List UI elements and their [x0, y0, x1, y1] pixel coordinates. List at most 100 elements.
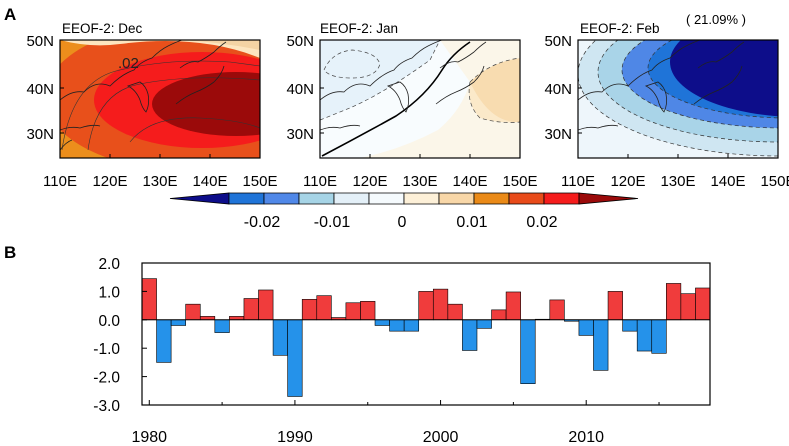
bar-1984 — [199, 316, 216, 321]
map-2-lon-tick: 150E — [760, 173, 789, 190]
map-jan-contour-lines — [320, 40, 520, 123]
y-tick-label: -3.0 — [93, 398, 120, 415]
bar-2011 — [593, 319, 609, 371]
bar-2004 — [491, 309, 507, 321]
colorbar-segment — [403, 192, 440, 205]
map-dec: EEOF-2: Dec .02 — [59, 21, 261, 159]
colorbar-segment — [438, 192, 475, 205]
map-2-lat-tick: 40N — [544, 81, 572, 98]
map-jan-coastline — [320, 40, 487, 131]
bar-1982 — [170, 319, 186, 326]
map-dec-contour-4 — [60, 40, 260, 58]
map-2-lon-tick: 140E — [710, 173, 745, 190]
map-2-lon-tick: 120E — [610, 173, 645, 190]
colorbar-segment — [473, 192, 510, 205]
map-feb-title: EEOF-2: Feb — [580, 21, 660, 36]
bar-1985 — [214, 319, 230, 333]
map-2-lat-tick: 30N — [544, 126, 572, 143]
colorbar-label: 0.02 — [526, 214, 557, 231]
bar-2012 — [607, 291, 623, 321]
map-2-lon-tick: 130E — [660, 173, 695, 190]
colorbar-segment — [169, 192, 230, 205]
map-0-lon-tick: 150E — [242, 173, 277, 190]
bar-2010 — [578, 319, 594, 336]
bar-2013 — [622, 319, 638, 332]
y-tick-label: -2.0 — [93, 370, 120, 387]
bar-2008 — [549, 299, 565, 321]
bar-1991 — [301, 299, 318, 321]
bar-2005 — [505, 291, 521, 321]
bar-1990 — [287, 319, 303, 397]
map-dec-title: EEOF-2: Dec — [62, 21, 143, 36]
map-feb-contour-lines — [578, 40, 778, 157]
map-1-lon-tick: 110E — [303, 173, 337, 190]
colorbar-segment — [543, 192, 580, 205]
y-tick-label: -1.0 — [93, 341, 120, 358]
colorbar-label: 0.01 — [456, 214, 487, 231]
bar-2016 — [666, 283, 682, 321]
map-dec-contour-5 — [180, 40, 260, 50]
map-0-lon-tick: 120E — [92, 173, 127, 190]
map-dec-coastline — [60, 40, 227, 151]
bar-2006 — [520, 319, 536, 384]
panel-label-a: A — [4, 5, 16, 24]
bar-2017 — [680, 293, 696, 321]
colorbar-segment — [298, 192, 335, 205]
map-1-lat-tick: 40N — [286, 81, 314, 98]
bar-1999 — [418, 291, 434, 321]
colorbar-label: -0.02 — [244, 214, 281, 231]
y-tick-label: 1.0 — [98, 284, 120, 301]
colorbar-segment — [263, 192, 300, 205]
y-tick-label: 0.0 — [98, 313, 120, 330]
map-tick-labels: 50N 40N 30N 110E 120E 130E 140E 150E 50N 40N 30N 11… — [26, 33, 789, 190]
bar-2015 — [651, 319, 667, 354]
bar-1986 — [229, 316, 245, 321]
map-1-lon-tick: 150E — [502, 173, 537, 190]
map-1-lon-tick: 130E — [402, 173, 437, 190]
x-tick-label: 2010 — [568, 429, 604, 446]
bar-2002 — [462, 319, 478, 351]
bar-1983 — [185, 303, 201, 321]
map-dec-contour-label: .02 — [118, 55, 139, 72]
bar-2003 — [476, 319, 492, 329]
map-2-lon-tick: 110E — [561, 173, 595, 190]
x-tick-label: 2000 — [423, 429, 459, 446]
panel-label-b: B — [4, 243, 16, 262]
bar-2000 — [432, 288, 449, 321]
bar-1989 — [272, 319, 288, 356]
colorbar-segment — [508, 192, 545, 205]
map-jan-contour-2 — [320, 40, 440, 120]
map-1-lon-tick: 140E — [452, 173, 487, 190]
map-1-lon-tick: 120E — [352, 173, 387, 190]
colorbar: -0.02 -0.01 0 0.01 0.02 — [169, 192, 639, 231]
bar-1995 — [360, 301, 376, 321]
bar-2001 — [447, 303, 463, 321]
map-0-lat-tick: 50N — [26, 33, 54, 50]
y-tick-label: 2.0 — [98, 256, 120, 273]
x-tick-label: 1980 — [131, 429, 167, 446]
bar-1992 — [316, 295, 332, 321]
bar-1980 — [141, 278, 157, 321]
colorbar-label: 0 — [398, 214, 407, 231]
plot-frame — [141, 262, 711, 406]
map-0-lon-tick: 110E — [43, 173, 77, 190]
map-dec-contour-lines — [61, 60, 260, 151]
map-0-lat-tick: 30N — [26, 126, 54, 143]
map-jan-title: EEOF-2: Jan — [320, 21, 398, 36]
bar-1981 — [156, 319, 172, 363]
map-2-lat-tick: 50N — [544, 33, 572, 50]
bar-chart: 2.0 1.0 0.0 -1.0 -2.0 -3.0 1980 1990 2000 2010 — [93, 256, 711, 446]
bar-2014 — [636, 319, 653, 352]
bar-1997 — [389, 319, 405, 332]
colorbar-segment — [228, 192, 265, 205]
map-dec-contour-3 — [152, 72, 260, 136]
map-1-lat-tick: 50N — [286, 33, 314, 50]
colorbar-segment — [578, 192, 639, 205]
bar-1996 — [374, 319, 390, 326]
map-feb-contour-5 — [670, 40, 778, 117]
colorbar-segment — [368, 192, 405, 205]
colorbar-label: -0.01 — [314, 214, 351, 231]
map-0-lat-tick: 40N — [26, 81, 54, 98]
